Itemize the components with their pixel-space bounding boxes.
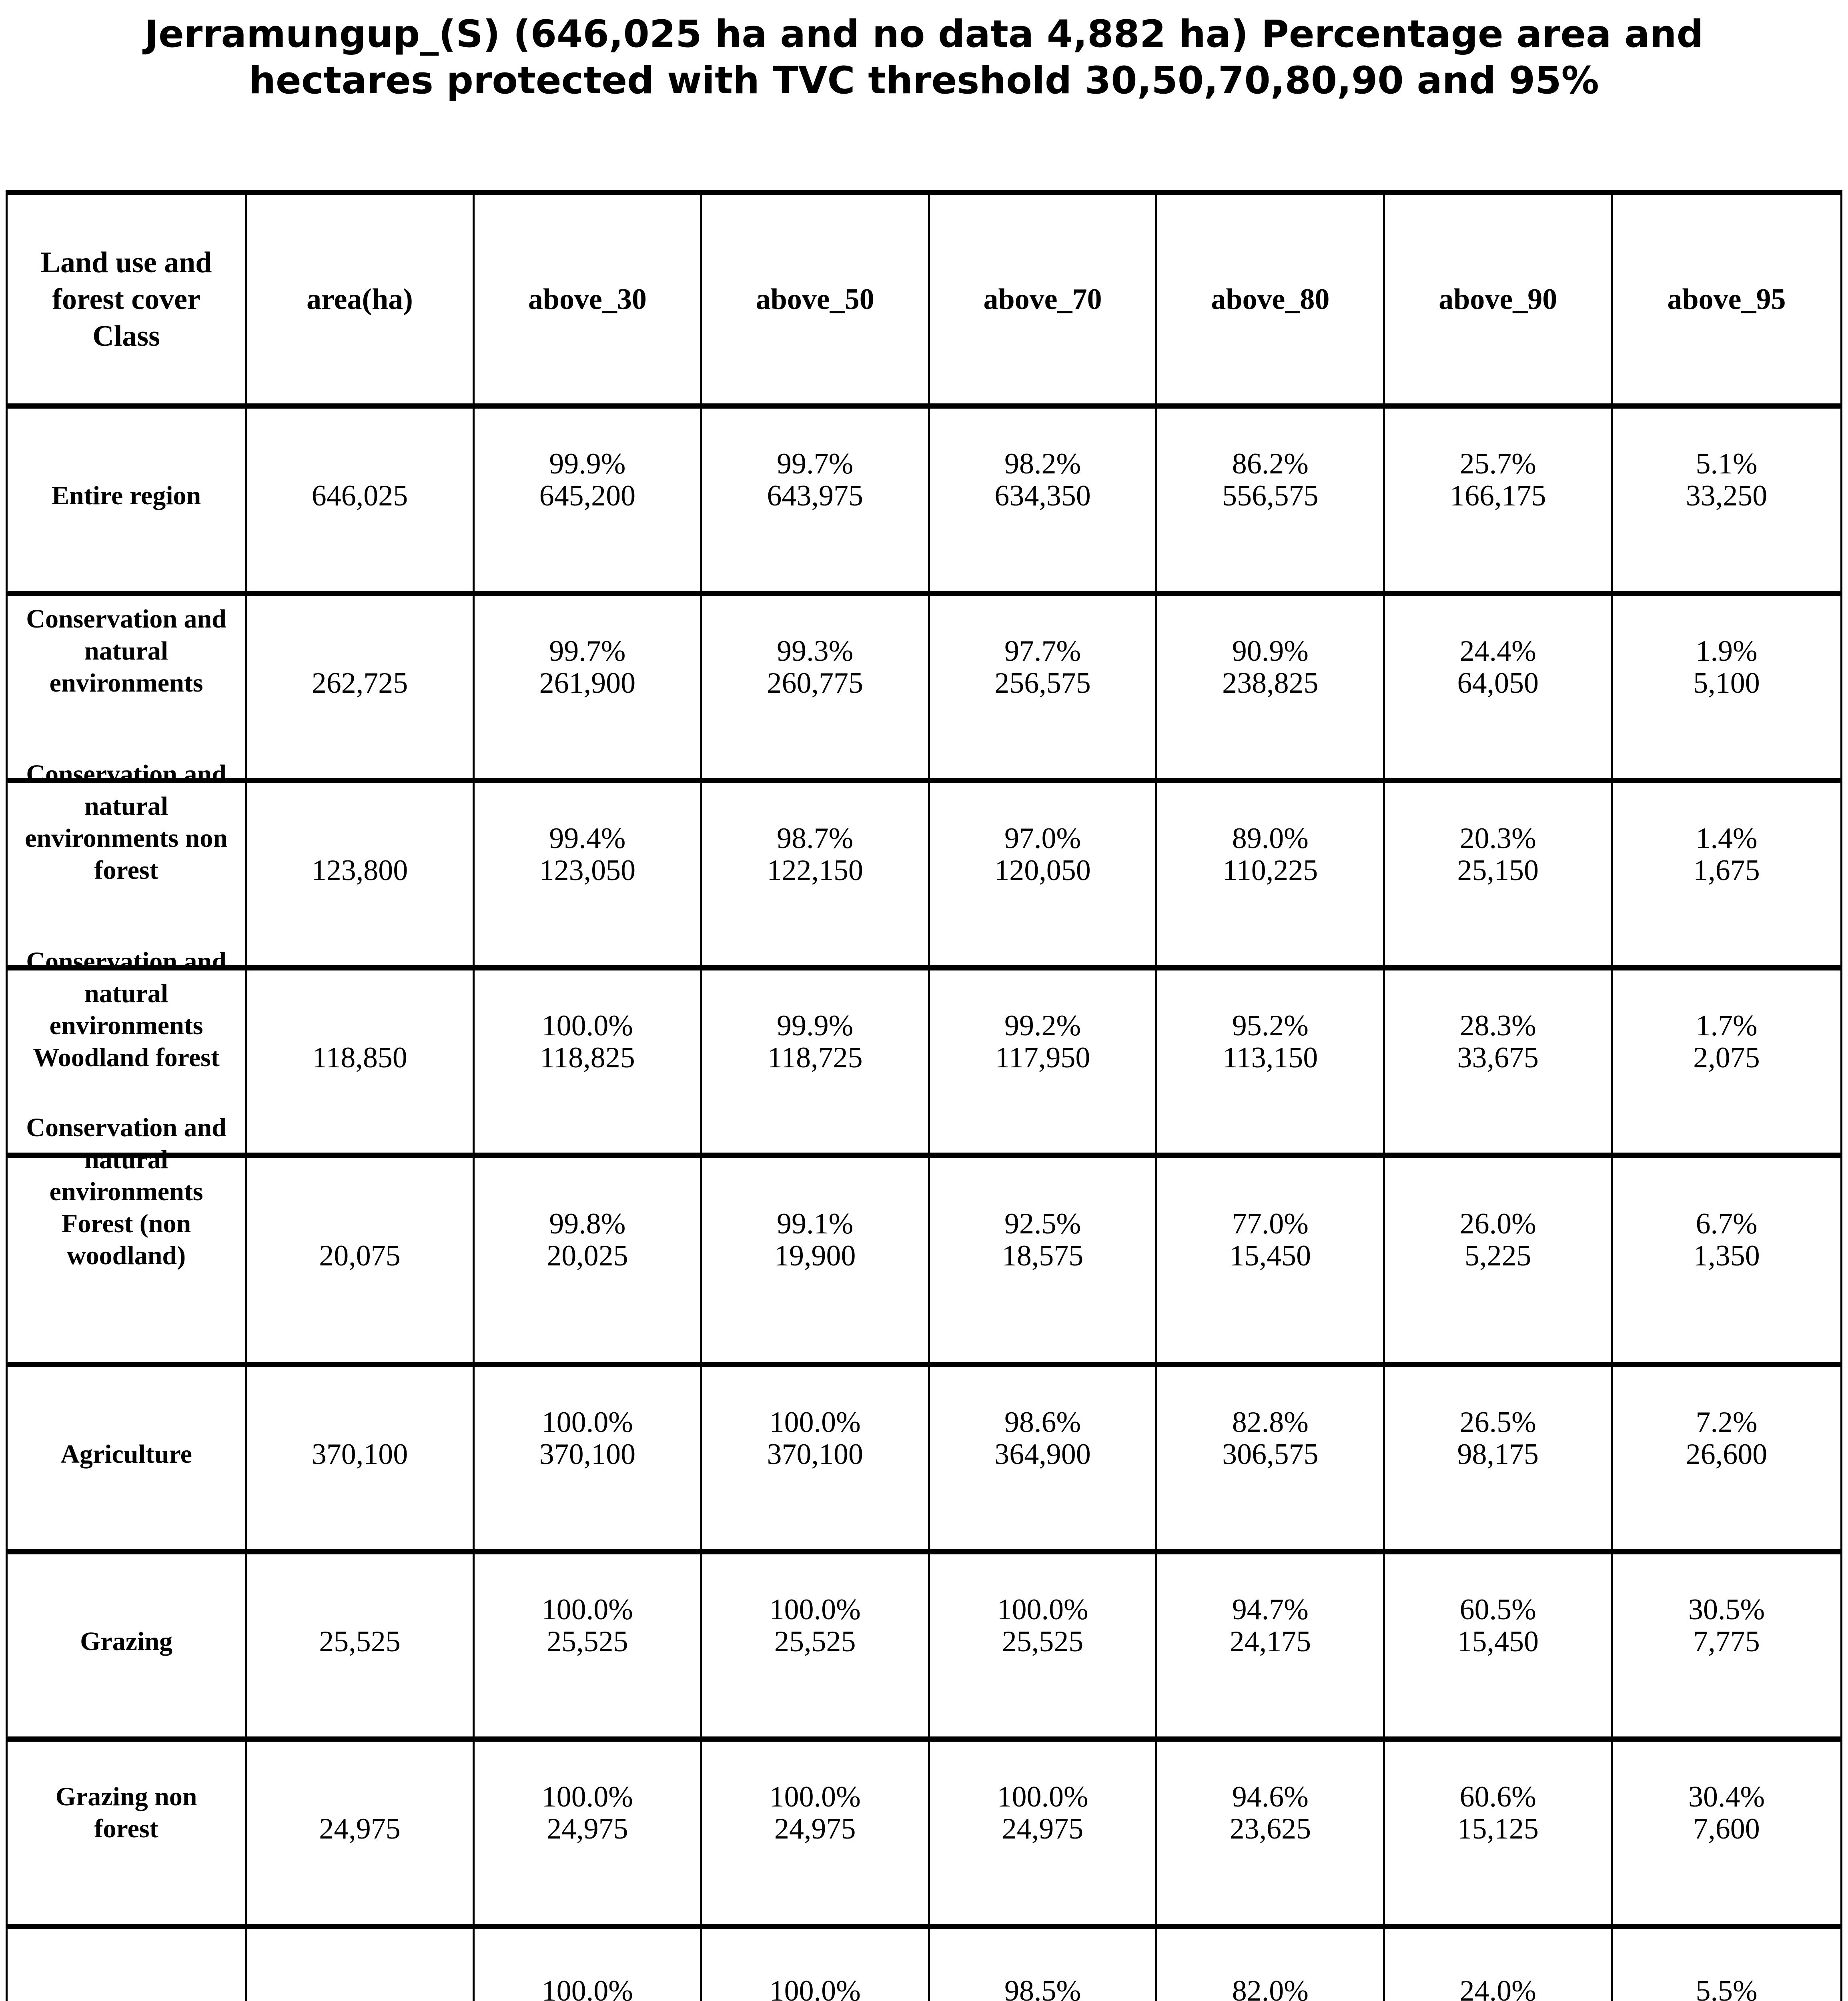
table-row: Conservation and natural environments no… [8,760,1840,970]
value-cell: 97.7% 256,575 [930,596,1158,778]
area-cell: 646,025 [247,409,475,591]
value-cell: 82.0%282,400 [1157,1929,1385,2001]
value-cell: 100.0% 24,975 [475,1742,702,1924]
value-cell: 100.0% 25,525 [475,1554,702,1736]
value-cell: 100.0% 25,525 [702,1554,930,1736]
area-cell: 20,075 [247,1158,475,1362]
table-row: Entire region 646,025 99.9% 645,200 99.7%… [8,409,1840,596]
value-cell: 99.3% 260,775 [702,596,930,778]
area-cell: 370,100 [247,1367,475,1549]
value-cell: 30.5% 7,775 [1688,1593,1765,1658]
data-table: Land use and forest cover Class area(ha)… [6,190,1842,2001]
value-cell: 90.9% 238,825 [1157,596,1385,778]
value-cell: 60.6% 15,125 [1385,1742,1613,1924]
value-cell: 99.7% 643,975 [702,409,930,591]
table-row: Conservation and natural environments Fo… [8,1113,1840,1367]
area-cell: 262,725 [247,596,475,778]
value-cell: 7.2% 26,600 [1686,1406,1768,1471]
value-cell: 86.2% 556,575 [1157,409,1385,591]
value-cell: 97.0% 120,050 [930,783,1158,965]
value-cell: 77.0% 15,450 [1157,1158,1385,1362]
value-cell: 1.7% 2,075 [1693,1009,1760,1074]
column-header-above95: above_95 [1667,283,1786,316]
column-header-above90: above_90 [1385,195,1613,403]
area-cell: 123,800 [247,783,475,965]
row-label-cell: Cropping [8,1929,247,2001]
value-cell: 5.1% 33,250 [1686,447,1768,512]
table-header-row: Land use and forest cover Class area(ha)… [8,195,1840,409]
value-cell: 99.1% 19,900 [702,1158,930,1362]
value-cell: 28.3% 33,675 [1385,970,1613,1153]
value-cell: 99.2% 117,950 [930,970,1158,1153]
value-cell: 82.8% 306,575 [1157,1367,1385,1549]
table-row: Conservation and natural environments 26… [8,596,1840,783]
row-label-cell: Grazing non forest [8,1742,247,1924]
area-cell: 25,525 [247,1554,475,1736]
table-row: Conservation and natural environments Wo… [8,947,1840,1158]
value-cell: 99.9% 645,200 [475,409,702,591]
value-cell: 94.7% 24,175 [1157,1554,1385,1736]
row-label-cell: Conservation and natural environments no… [8,760,247,965]
value-cell: 26.5% 98,175 [1385,1367,1613,1549]
value-cell: 89.0% 110,225 [1157,783,1385,965]
value-cell: 99.8% 20,025 [475,1158,702,1362]
table-row: Grazing non forest 24,975 100.0% 24,975 1… [8,1742,1840,1929]
area-cell: 118,850 [247,970,475,1153]
value-cell: 1.4% 1,675 [1693,822,1760,887]
value-cell: 99.9% 118,725 [702,970,930,1153]
value-cell: 6.7% 1,350 [1693,1207,1760,1272]
table-body: Entire region 646,025 99.9% 645,200 99.7%… [8,409,1840,2001]
table-row: Cropping 344,575 100.0%344,575 100.0%344… [8,1929,1840,2001]
value-cell: 100.0% 25,525 [930,1554,1158,1736]
value-cell: 98.2% 634,350 [930,409,1158,591]
value-cell: 100.0% 24,975 [930,1742,1158,1924]
area-cell: 344,575 [247,1929,475,2001]
table-row: Grazing 25,525 100.0% 25,525 100.0% 25,525… [8,1554,1840,1742]
value-cell: 26.0% 5,225 [1385,1158,1613,1362]
row-label-cell: Conservation and natural environments [8,596,247,778]
value-cell: 100.0% 24,975 [702,1742,930,1924]
value-cell: 98.6% 364,900 [930,1367,1158,1549]
row-label-cell: Entire region [8,409,247,591]
value-cell: 100.0%344,575 [475,1929,702,2001]
value-cell: 100.0% 370,100 [702,1367,930,1549]
column-header-above30: above_30 [475,195,702,403]
row-label-cell: Agriculture [8,1367,247,1549]
column-header-area: area(ha) [247,195,475,403]
value-cell: 99.7% 261,900 [475,596,702,778]
table-row: Agriculture 370,100 100.0% 370,100 100.0%… [8,1367,1840,1554]
column-header-above80: above_80 [1157,195,1385,403]
value-cell: 100.0%344,575 [702,1929,930,2001]
value-cell: 24.0%82,725 [1385,1929,1613,2001]
column-header-above70: above_70 [930,195,1158,403]
value-cell: 98.5%339,375 [930,1929,1158,2001]
value-cell: 5.5%18,825 [1696,1975,1758,2001]
value-cell: 99.4% 123,050 [475,783,702,965]
value-cell: 25.7% 166,175 [1385,409,1613,591]
page-title-line2: hectares protected with TVC threshold 30… [249,59,1599,102]
page-title: Jerramungup_(S) (646,025 ha and no data … [0,11,1848,104]
area-cell: 24,975 [247,1742,475,1924]
column-header-class: Land use and forest cover Class [8,195,247,403]
value-cell: 94.6% 23,625 [1157,1742,1385,1924]
column-header-above50: above_50 [702,195,930,403]
value-cell: 92.5% 18,575 [930,1158,1158,1362]
value-cell: 60.5% 15,450 [1385,1554,1613,1736]
value-cell: 100.0% 118,825 [475,970,702,1153]
value-cell: 20.3% 25,150 [1385,783,1613,965]
value-cell: 1.9% 5,100 [1693,634,1760,700]
value-cell: 98.7% 122,150 [702,783,930,965]
page-title-line1: Jerramungup_(S) (646,025 ha and no data … [144,12,1704,56]
value-cell: 95.2% 113,150 [1157,970,1385,1153]
value-cell: 24.4% 64,050 [1385,596,1613,778]
value-cell: 100.0% 370,100 [475,1367,702,1549]
row-label-cell: Conservation and natural environments Wo… [8,947,247,1153]
row-label-cell: Grazing [8,1554,247,1736]
value-cell: 30.4% 7,600 [1688,1780,1765,1845]
row-label-cell: Conservation and natural environments Fo… [8,1113,247,1362]
